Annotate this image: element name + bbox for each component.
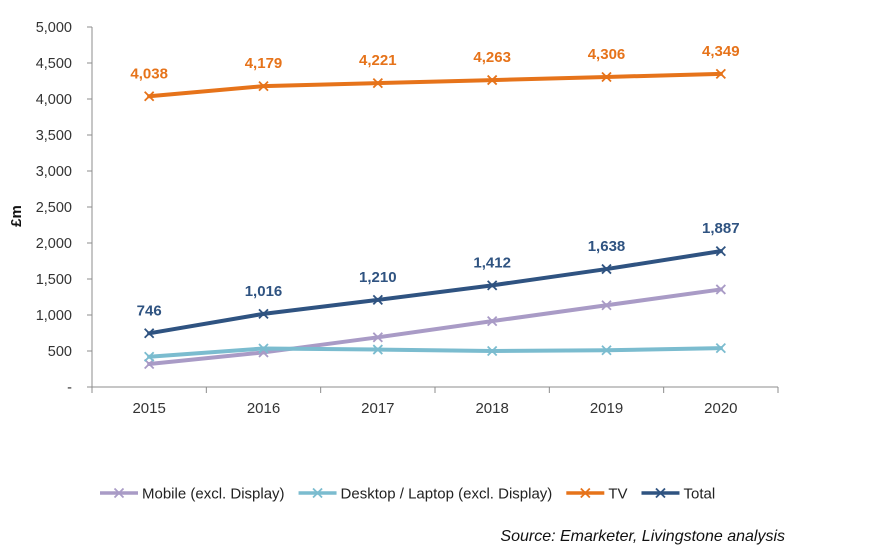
legend-label: Desktop / Laptop (excl. Display)	[341, 486, 553, 503]
data-point-mobile-excl-display	[487, 315, 498, 327]
data-label-total: 1,016	[245, 283, 283, 300]
data-label-total: 1,887	[702, 220, 740, 237]
y-tick-label: 4,000	[36, 92, 72, 108]
x-tick-label: 2019	[590, 400, 623, 417]
data-point-tv	[715, 68, 726, 80]
y-tick-label: 3,000	[36, 164, 72, 180]
chart-axes: - 500 1,000 1,500 2,000 2,500 3,000 3,500 4,000 4…	[8, 20, 779, 417]
y-tick-label: 2,000	[36, 236, 72, 252]
data-point-mobile-excl-display	[601, 300, 612, 311]
legend-item-total: Total	[641, 486, 715, 503]
x-tick-label: 2020	[704, 400, 737, 417]
data-label-tv: 4,349	[702, 43, 740, 60]
legend-item-desktop-laptop-excl-display: Desktop / Laptop (excl. Display)	[298, 486, 553, 503]
legend-label: Total	[683, 486, 715, 503]
data-point-desktop-laptop-excl-display	[601, 345, 612, 356]
legend-label: TV	[608, 486, 627, 503]
series-line-desktop-laptop-excl-display	[147, 346, 723, 359]
data-point-total	[144, 328, 155, 339]
data-label-tv: 4,306	[588, 46, 626, 63]
data-label-total: 746	[137, 302, 162, 319]
data-point-mobile-excl-display	[715, 284, 726, 295]
data-label-total: 1,638	[588, 238, 626, 255]
legend-marker	[580, 487, 591, 499]
source-note: Source: Emarketer, Livingstone analysis	[500, 528, 785, 545]
data-point-desktop-laptop-excl-display	[487, 345, 498, 357]
legend-marker	[655, 487, 666, 499]
data-point-tv	[372, 77, 383, 89]
y-tick-label: 3,500	[36, 128, 72, 144]
x-tick-label: 2015	[132, 400, 165, 417]
data-point-desktop-laptop-excl-display	[372, 344, 383, 355]
data-point-desktop-laptop-excl-display	[144, 351, 155, 362]
data-point-total	[258, 308, 269, 319]
x-tick-label: 2016	[247, 400, 280, 417]
data-point-tv	[258, 80, 269, 92]
y-tick-label: 500	[48, 344, 72, 360]
legend-marker	[113, 487, 125, 499]
data-label-total: 1,412	[473, 254, 511, 271]
series-layer	[144, 68, 726, 370]
series-line-total	[147, 249, 723, 336]
y-tick-label: 1,500	[36, 272, 72, 288]
data-point-tv	[144, 91, 155, 102]
data-point-total	[601, 263, 612, 275]
y-tick-label: 4,500	[36, 56, 72, 72]
x-tick-label: 2018	[475, 400, 508, 417]
data-label-tv: 4,263	[473, 49, 511, 66]
data-point-desktop-laptop-excl-display	[258, 343, 269, 354]
data-label-tv: 4,179	[245, 55, 283, 72]
y-axis-title: £m	[8, 205, 25, 227]
data-point-tv	[601, 71, 612, 83]
data-point-mobile-excl-display	[372, 332, 383, 343]
y-tick-label: 2,500	[36, 200, 72, 216]
data-labels-layer: 4,038 4,179 4,221 4,263 4,306 4,349 746 1,016 1,…	[130, 43, 739, 319]
x-tick-label: 2017	[361, 400, 394, 417]
y-tick-label: 1,000	[36, 308, 72, 324]
data-point-desktop-laptop-excl-display	[715, 342, 726, 354]
legend-marker	[312, 487, 323, 499]
legend-label: Mobile (excl. Display)	[142, 486, 285, 503]
data-label-tv: 4,221	[359, 52, 397, 69]
data-point-total	[372, 294, 383, 306]
y-tick-label: 5,000	[36, 20, 72, 36]
legend-item-tv: TV	[566, 486, 627, 503]
data-label-tv: 4,038	[130, 65, 168, 82]
legend-item-mobile-excl-display: Mobile (excl. Display)	[100, 486, 285, 503]
series-line-mobile-excl-display	[147, 287, 723, 366]
y-tick-label: -	[67, 380, 72, 396]
data-point-total	[715, 245, 726, 257]
series-line-tv	[147, 71, 723, 99]
data-point-total	[487, 280, 498, 291]
legend: Mobile (excl. Display) Desktop / Laptop (…	[100, 486, 715, 503]
data-point-tv	[487, 74, 498, 86]
data-label-total: 1,210	[359, 269, 397, 286]
